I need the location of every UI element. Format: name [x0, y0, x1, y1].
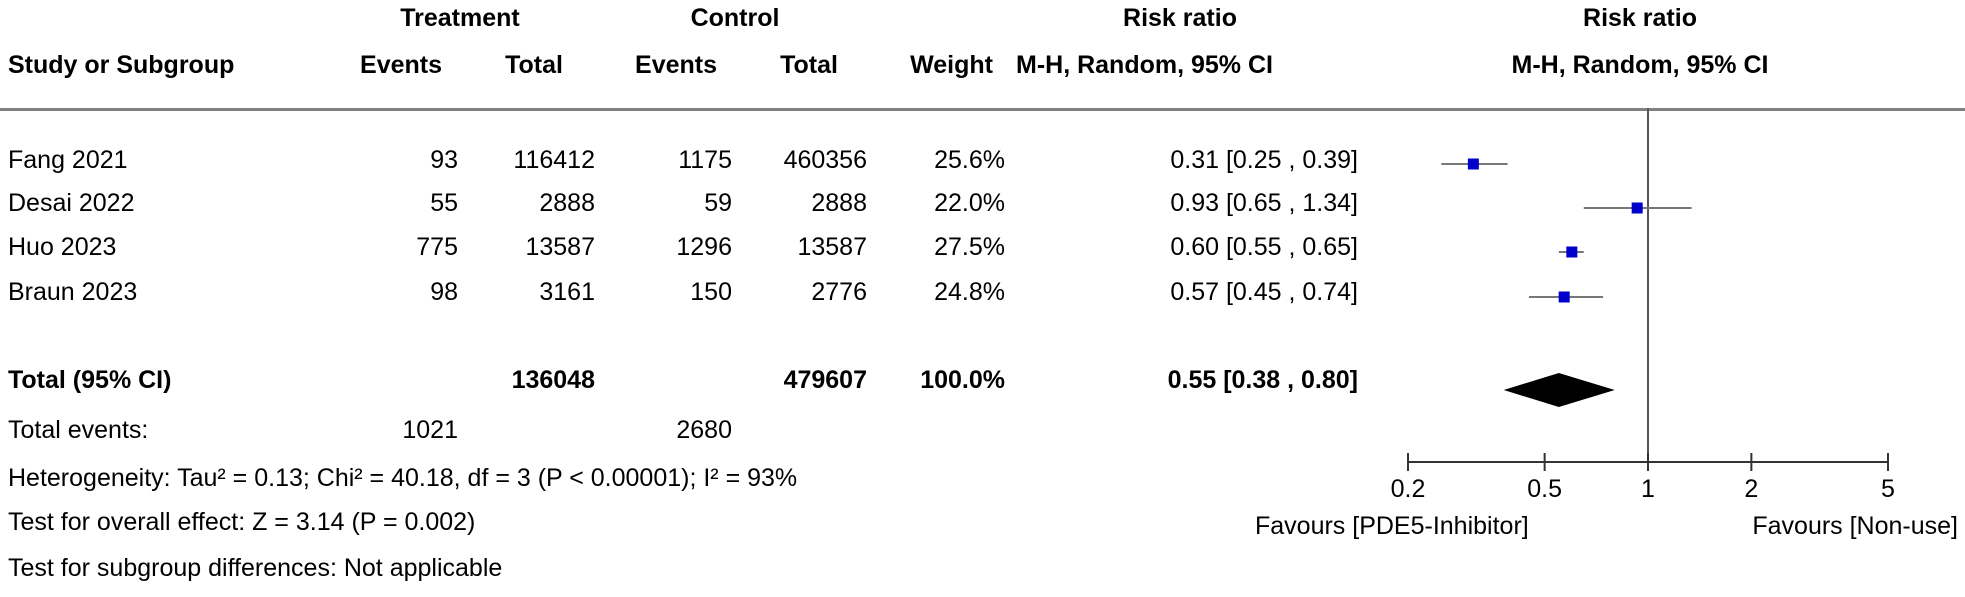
- study-weight: 22.0%: [934, 189, 1005, 217]
- total-events-label: Total events:: [8, 416, 149, 444]
- study-ci: 0.57 [0.45 , 0.74]: [1170, 278, 1358, 306]
- study-ci: 0.93 [0.65 , 1.34]: [1170, 189, 1358, 217]
- treatment-total: 116412: [513, 146, 595, 174]
- pooled-estimate-diamond: [1503, 373, 1615, 407]
- x-tick-label: 1: [1641, 475, 1655, 503]
- control-events: 59: [704, 189, 732, 217]
- control-total: 460356: [783, 146, 867, 174]
- treatment-events: 775: [416, 233, 458, 261]
- study-name: Huo 2023: [8, 233, 117, 261]
- subgroup-differences-text: Test for subgroup differences: Not appli…: [8, 554, 503, 582]
- study-weight: 27.5%: [934, 233, 1005, 261]
- treatment-total: 13587: [525, 233, 595, 261]
- study-name: Fang 2021: [8, 146, 128, 174]
- control-total-header: Total: [780, 51, 838, 79]
- overall-effect-text: Test for overall effect: Z = 3.14 (P = 0…: [8, 508, 476, 536]
- treatment-events: 55: [430, 189, 458, 217]
- weight-header: Weight: [910, 51, 993, 79]
- control-events: 1296: [676, 233, 732, 261]
- control-total: 13587: [797, 233, 867, 261]
- study-name: Braun 2023: [8, 278, 138, 306]
- favours-left-label: Favours [PDE5-Inhibitor]: [1255, 512, 1529, 540]
- risk-ratio-method-header: M-H, Random, 95% CI: [1016, 51, 1273, 79]
- total-control-total: 479607: [783, 366, 867, 394]
- risk-ratio-column-header: Risk ratio: [1123, 4, 1237, 32]
- x-tick-label: 0.2: [1391, 475, 1426, 503]
- point-estimate-marker: [1558, 291, 1570, 303]
- point-estimate-marker: [1566, 246, 1578, 258]
- control-group-header: Control: [690, 4, 780, 32]
- study-ci: 0.31 [0.25 , 0.39]: [1170, 146, 1358, 174]
- study-weight: 24.8%: [934, 278, 1005, 306]
- point-estimate-marker: [1631, 202, 1643, 214]
- treatment-events: 93: [430, 146, 458, 174]
- total-ci: 0.55 [0.38 , 0.80]: [1167, 366, 1358, 394]
- study-name: Desai 2022: [8, 189, 135, 217]
- favours-right-label: Favours [Non-use]: [1752, 512, 1958, 540]
- control-total: 2776: [811, 278, 867, 306]
- x-tick-label: 0.5: [1527, 475, 1562, 503]
- treatment-events-header: Events: [360, 51, 442, 79]
- total-events-control: 2680: [676, 416, 732, 444]
- study-ci: 0.60 [0.55 , 0.65]: [1170, 233, 1358, 261]
- study-weight: 25.6%: [934, 146, 1005, 174]
- x-tick-label: 5: [1881, 475, 1895, 503]
- treatment-total-header: Total: [505, 51, 563, 79]
- x-tick-label: 2: [1744, 475, 1758, 503]
- plot-title: Risk ratio: [1583, 4, 1697, 32]
- header-separator: [0, 108, 1965, 111]
- plot-method-header: M-H, Random, 95% CI: [1511, 51, 1769, 79]
- control-total: 2888: [811, 189, 867, 217]
- control-events-header: Events: [635, 51, 717, 79]
- study-column-header: Study or Subgroup: [8, 51, 235, 79]
- treatment-group-header: Treatment: [400, 4, 520, 32]
- control-events: 150: [690, 278, 732, 306]
- treatment-events: 98: [430, 278, 458, 306]
- heterogeneity-text: Heterogeneity: Tau² = 0.13; Chi² = 40.18…: [8, 464, 798, 492]
- control-events: 1175: [678, 146, 732, 174]
- treatment-total: 2888: [539, 189, 595, 217]
- treatment-total: 3161: [539, 278, 595, 306]
- total-weight: 100.0%: [920, 366, 1005, 394]
- point-estimate-marker: [1467, 158, 1479, 170]
- total-treatment-total: 136048: [511, 366, 595, 394]
- total-events-treatment: 1021: [402, 416, 458, 444]
- total-label: Total (95% CI): [8, 366, 172, 394]
